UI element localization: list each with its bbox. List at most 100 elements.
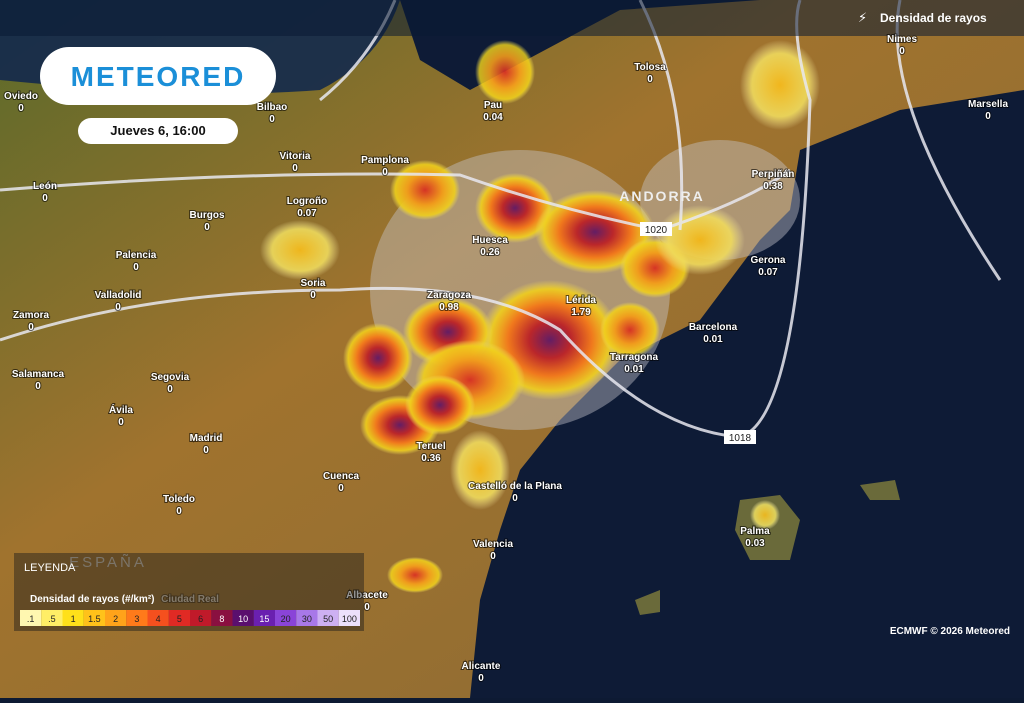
city-name: Ávila [109, 403, 133, 416]
isobar-tag [640, 222, 672, 236]
city-value: 0 [292, 163, 298, 174]
city-value: 0 [35, 381, 41, 392]
city-value: 0 [899, 46, 905, 57]
isobar-label: 1020 [645, 225, 668, 236]
city-value: 0 [269, 114, 275, 125]
legend-label: .1 [27, 614, 35, 624]
city-name: Marsella [968, 99, 1008, 110]
legend-swatch [147, 610, 169, 626]
city-name: Pau [484, 100, 502, 111]
legend-swatch [211, 610, 233, 626]
city-value: 0 [310, 290, 316, 301]
city-name: Teruel [416, 441, 445, 452]
city-name: Pamplona [361, 155, 409, 166]
city-value: 0 [28, 322, 34, 333]
legend-swatch [62, 610, 84, 626]
city-name: Toledo [163, 494, 195, 505]
legend-label: 3 [134, 614, 139, 624]
city-value: 0 [115, 302, 121, 313]
legend-swatch [317, 610, 339, 626]
city-value: 0 [18, 103, 24, 114]
city-value: 0 [364, 602, 370, 613]
city-value: 0 [985, 111, 991, 122]
legend-swatch [105, 610, 127, 626]
isobar-tag [724, 430, 756, 444]
city-name: Valencia [473, 539, 513, 550]
city-value: 0 [382, 167, 388, 178]
city-name: Vitoria [280, 151, 311, 162]
legend-title: LEYENDA [24, 562, 76, 574]
city-name: Palma [740, 526, 770, 537]
city-value: 0 [203, 445, 209, 456]
city-value: 1.79 [571, 307, 591, 318]
city-value: 0.04 [483, 112, 503, 123]
bolt-icon: ⚡ [858, 10, 867, 25]
city-name: Valladolid [95, 290, 142, 301]
legend-swatch [168, 610, 190, 626]
city-name: Burgos [190, 210, 225, 221]
isobar-label: 1018 [729, 433, 752, 444]
legend-label: 2 [113, 614, 118, 624]
city-value: 0.01 [624, 364, 644, 375]
city-name: Barcelona [689, 322, 738, 333]
city-name: Segovia [151, 372, 190, 383]
city-value: 0.03 [745, 538, 765, 549]
credit: ECMWF © 2026 Meteored [890, 626, 1010, 637]
legend-swatch [126, 610, 148, 626]
city-name: Lérida [566, 295, 596, 306]
city-name: Madrid [190, 433, 223, 444]
legend-swatch [338, 610, 360, 626]
city-name: Cuenca [323, 471, 360, 482]
date: Jueves 6, 16:00 [110, 123, 205, 138]
city-name: Palencia [116, 250, 157, 261]
place-label: ANDORRA [619, 188, 705, 204]
city-name: Bilbao [257, 102, 288, 113]
city-value: 0.98 [439, 302, 459, 313]
legend-swatch [275, 610, 297, 626]
legend-swatch [20, 610, 42, 626]
city-value: 0 [118, 417, 124, 428]
city-name: Nimes [887, 34, 917, 45]
legend-label: 4 [156, 614, 161, 624]
legend-label: .5 [48, 614, 56, 624]
city-name: Castelló de la Plana [468, 481, 562, 492]
legend-label: 5 [177, 614, 182, 624]
logo: METEORED [71, 61, 246, 92]
city-name: Albacete [346, 590, 388, 601]
city-value: 0 [133, 262, 139, 273]
city-name: Salamanca [12, 369, 65, 380]
city-name: Tarragona [610, 352, 659, 363]
city-name: Zaragoza [427, 290, 471, 301]
logo-box [40, 47, 276, 105]
legend-label: 30 [302, 614, 312, 624]
place-label: Ciudad Real [161, 594, 219, 605]
legend-label: 8 [219, 614, 224, 624]
city-name: Huesca [472, 235, 508, 246]
city-name: León [33, 181, 57, 192]
legend-label: 50 [323, 614, 333, 624]
legend-swatch [232, 610, 254, 626]
city-value: 0.07 [758, 267, 778, 278]
legend-swatch [83, 610, 105, 626]
date-pill [78, 118, 238, 144]
legend-label: 20 [281, 614, 291, 624]
city-name: Perpiñán [752, 169, 795, 180]
top-bar [0, 0, 1024, 36]
city-value: 0 [204, 222, 210, 233]
legend-label: 100 [342, 614, 357, 624]
city-name: Gerona [750, 255, 785, 266]
legend-label: 1 [71, 614, 76, 624]
city-name: Zamora [13, 310, 50, 321]
legend-subtitle: Densidad de rayos (#/km²) [30, 594, 154, 605]
legend-swatch [190, 610, 212, 626]
city-value: 0 [167, 384, 173, 395]
city-value: 0.36 [421, 453, 441, 464]
legend-swatch [41, 610, 63, 626]
city-name: Oviedo [4, 91, 38, 102]
legend-label: 10 [238, 614, 248, 624]
city-value: 0.01 [703, 334, 723, 345]
city-value: 0 [338, 483, 344, 494]
layer-title: Densidad de rayos [880, 11, 987, 25]
legend-label: 15 [259, 614, 269, 624]
city-value: 0 [490, 551, 496, 562]
